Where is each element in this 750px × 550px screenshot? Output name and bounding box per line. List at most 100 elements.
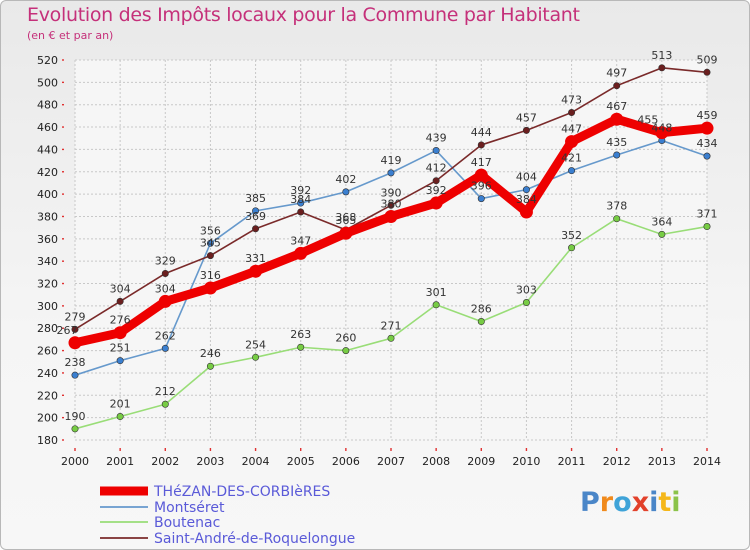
data-label: 513 xyxy=(651,49,672,62)
data-point xyxy=(203,281,217,295)
y-tick-label: 180 xyxy=(37,434,58,447)
data-point xyxy=(477,195,485,203)
data-label: 384 xyxy=(516,193,537,206)
data-point xyxy=(522,299,530,307)
data-label: 263 xyxy=(290,328,311,341)
logo-wordmark: Proxiti xyxy=(580,487,681,518)
data-label: 212 xyxy=(155,385,176,398)
x-tick-label: 2000 xyxy=(61,455,89,468)
x-tick-label: 2011 xyxy=(558,455,586,468)
y-tick-label: 220 xyxy=(37,389,58,402)
data-label: 396 xyxy=(471,180,492,193)
data-point xyxy=(68,336,82,350)
data-label: 457 xyxy=(516,111,537,124)
data-point xyxy=(342,188,350,196)
data-point xyxy=(252,207,260,215)
x-tick-label: 2007 xyxy=(377,455,405,468)
data-point xyxy=(252,225,260,233)
y-tick-label: 260 xyxy=(37,345,58,358)
data-point xyxy=(161,344,169,352)
data-label: 448 xyxy=(651,121,672,134)
data-point xyxy=(703,68,711,76)
data-label: 402 xyxy=(335,173,356,186)
data-label: 385 xyxy=(245,192,266,205)
data-point xyxy=(342,347,350,355)
data-point xyxy=(249,264,263,278)
data-label: 380 xyxy=(381,197,402,210)
data-point xyxy=(113,326,127,340)
data-point xyxy=(613,215,621,223)
y-tick-label: 380 xyxy=(37,210,58,223)
data-point xyxy=(477,318,485,326)
data-label: 390 xyxy=(381,186,402,199)
data-label: 238 xyxy=(65,356,86,369)
data-point xyxy=(71,371,79,379)
data-point xyxy=(71,325,79,333)
data-point xyxy=(116,357,124,365)
chart-title: Evolution des Impôts locaux pour la Comm… xyxy=(27,4,580,26)
x-tick-label: 2006 xyxy=(332,455,360,468)
data-label: 368 xyxy=(335,211,356,224)
data-label: 417 xyxy=(471,156,492,169)
data-label: 345 xyxy=(200,237,221,250)
data-point xyxy=(568,109,576,117)
data-point xyxy=(71,425,79,433)
data-label: 352 xyxy=(561,229,582,242)
data-label: 444 xyxy=(471,126,492,139)
data-point xyxy=(522,126,530,134)
x-tick-label: 2013 xyxy=(648,455,676,468)
data-label: 467 xyxy=(606,100,627,113)
data-point xyxy=(116,413,124,421)
legend-label: Saint-André-de-Roquelongue xyxy=(154,531,355,547)
data-point xyxy=(387,201,395,209)
y-tick-label: 280 xyxy=(37,322,58,335)
data-label: 365 xyxy=(335,214,356,227)
data-point xyxy=(158,294,172,308)
data-point xyxy=(161,269,169,277)
data-label: 301 xyxy=(426,286,447,299)
data-label: 439 xyxy=(426,132,447,145)
data-point xyxy=(613,151,621,159)
data-label: 447 xyxy=(561,123,582,136)
data-point xyxy=(339,226,353,240)
y-tick-label: 400 xyxy=(37,188,58,201)
data-label: 254 xyxy=(245,338,266,351)
data-point xyxy=(429,196,443,210)
data-label: 392 xyxy=(290,184,311,197)
data-label: 459 xyxy=(697,109,718,122)
data-point xyxy=(432,177,440,185)
data-label: 392 xyxy=(426,184,447,197)
data-point xyxy=(297,343,305,351)
data-label: 276 xyxy=(110,314,131,327)
data-point xyxy=(297,199,305,207)
data-point xyxy=(206,239,214,247)
data-point xyxy=(297,208,305,216)
data-label: 404 xyxy=(516,171,537,184)
legend-label: Montséret xyxy=(154,500,225,516)
y-tick-label: 500 xyxy=(37,76,58,89)
y-tick-label: 320 xyxy=(37,278,58,291)
y-tick-label: 460 xyxy=(37,121,58,134)
data-label: 331 xyxy=(245,252,266,265)
data-label: 267 xyxy=(57,324,78,337)
data-label: 384 xyxy=(290,193,311,206)
data-label: 371 xyxy=(697,208,718,221)
x-tick-label: 2004 xyxy=(242,455,270,468)
data-label: 509 xyxy=(697,53,718,66)
data-point xyxy=(252,353,260,361)
y-tick-label: 420 xyxy=(37,166,58,179)
data-label: 316 xyxy=(200,269,221,282)
data-label: 473 xyxy=(561,94,582,107)
x-tick-label: 2014 xyxy=(693,455,721,468)
data-point xyxy=(522,186,530,194)
data-point xyxy=(568,244,576,252)
data-point xyxy=(658,230,666,238)
data-label: 369 xyxy=(245,210,266,223)
y-tick-label: 520 xyxy=(37,54,58,67)
data-label: 412 xyxy=(426,162,447,175)
data-point xyxy=(206,362,214,370)
data-point xyxy=(387,334,395,342)
chart-subtitle: (en € et par an) xyxy=(27,29,114,42)
data-point xyxy=(565,135,579,149)
data-point xyxy=(477,141,485,149)
